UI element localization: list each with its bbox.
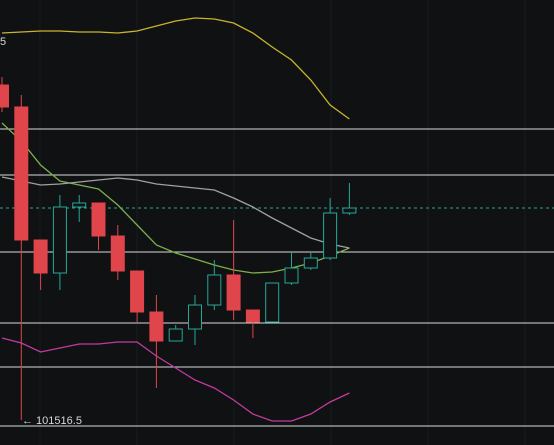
indicator-line — [1, 337, 350, 422]
low-label: ← 101516.5 — [22, 415, 82, 427]
candle-body — [0, 84, 9, 108]
candle-body — [284, 267, 299, 284]
candle-body — [168, 328, 183, 342]
candle-body — [72, 202, 87, 208]
candle-body — [33, 239, 48, 274]
indicator-line — [1, 17, 350, 120]
candle-body — [188, 304, 202, 330]
candle-body — [149, 311, 164, 342]
candle-body — [130, 270, 145, 313]
candle-body — [323, 212, 338, 259]
candle-body — [110, 235, 125, 272]
price-label: 5 — [0, 36, 6, 48]
candle-body — [52, 206, 67, 274]
candle-body — [342, 207, 357, 214]
candle-body — [207, 274, 222, 306]
candle-body — [91, 202, 106, 237]
candle-body — [265, 282, 280, 323]
candle-body — [303, 257, 318, 269]
candle-body — [245, 309, 260, 323]
indicator-line — [1, 176, 350, 249]
candle-body — [226, 274, 241, 311]
candle-body — [14, 106, 29, 241]
